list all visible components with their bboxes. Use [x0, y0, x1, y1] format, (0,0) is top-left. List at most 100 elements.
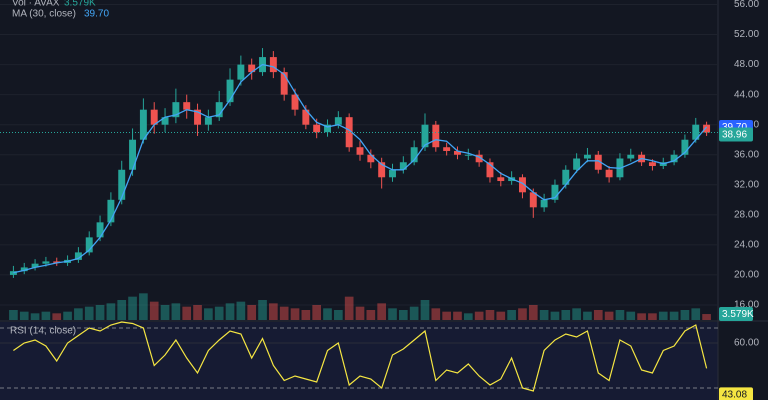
volume-legend-value: 3.579K — [64, 0, 96, 9]
candle-body — [31, 263, 39, 268]
volume-bar — [669, 311, 679, 320]
candle-body — [150, 109, 158, 125]
y-tick-label: 36.00 — [734, 149, 759, 160]
volume-bar — [312, 305, 322, 320]
volume-bar — [680, 310, 690, 320]
volume-bar — [431, 308, 441, 320]
volume-legend: Vol · AVAX — [12, 0, 60, 9]
candle-body — [129, 139, 137, 170]
volume-bar — [149, 301, 159, 320]
candle-body — [573, 158, 581, 170]
candle-body — [389, 169, 396, 178]
volume-bar — [485, 310, 495, 320]
candle-body — [20, 267, 28, 272]
volume-bar — [139, 293, 148, 320]
y-tick-label: 28.00 — [734, 209, 759, 220]
candle-body — [85, 237, 93, 253]
candle-body — [703, 124, 711, 133]
candle-body — [529, 192, 537, 208]
volume-bar — [658, 311, 668, 320]
volume-bar — [604, 311, 614, 320]
last-price-badge: 38.96 — [722, 130, 747, 141]
volume-bar — [106, 303, 116, 320]
volume-bar — [225, 303, 235, 320]
volume-layer — [9, 293, 711, 320]
candle-body — [226, 79, 234, 103]
volume-bar — [453, 311, 462, 320]
candle-body — [670, 154, 678, 163]
volume-bar — [74, 308, 83, 320]
candle-body — [324, 124, 331, 133]
candle-body — [454, 150, 461, 155]
candle-body — [681, 139, 689, 155]
volume-bar — [193, 305, 202, 320]
y-tick-label: 32.00 — [734, 179, 759, 190]
candle-body — [53, 261, 61, 263]
y-tick-label: 48.00 — [734, 59, 759, 70]
volume-bar — [702, 314, 711, 320]
volume-bar — [550, 311, 560, 320]
volume-bar — [290, 308, 300, 320]
axis-layer: 16.0020.0024.0028.0032.0036.0040.0044.00… — [719, 0, 759, 400]
volume-bar — [236, 301, 246, 320]
volume-bar — [19, 311, 29, 320]
candle-body — [215, 102, 223, 118]
volume-badge-bg — [719, 307, 753, 321]
candle-body — [421, 124, 429, 148]
candle-body — [74, 252, 82, 260]
candle-body — [605, 169, 613, 178]
last-price-badge-bg — [719, 127, 753, 142]
candle-body — [161, 117, 169, 125]
y-tick-label: 20.00 — [734, 270, 759, 281]
volume-bar — [637, 313, 646, 320]
volume-bar — [507, 310, 516, 320]
volume-bar — [463, 313, 473, 320]
volume-bar — [323, 308, 332, 320]
volume-bar — [171, 303, 181, 320]
volume-bar — [9, 310, 18, 320]
volume-bar — [366, 310, 376, 320]
candle-body — [194, 109, 202, 125]
rsi-legend: RSI (14, close) — [10, 326, 76, 337]
volume-bar — [474, 311, 484, 320]
volume-bar — [583, 311, 592, 320]
candle-body — [237, 64, 245, 80]
y-tick-label: 44.00 — [734, 89, 759, 100]
y-tick-label: 56.00 — [734, 0, 759, 10]
volume-bar — [388, 308, 397, 320]
volume-bar — [334, 310, 343, 320]
candle-body — [562, 169, 570, 185]
volume-bar — [398, 310, 408, 320]
volume-bar — [691, 308, 701, 320]
volume-bar — [247, 305, 257, 320]
candle-body — [345, 117, 353, 148]
candle-body — [356, 147, 364, 155]
volume-bar — [301, 310, 311, 320]
candle-body — [334, 117, 342, 125]
candle-body — [583, 154, 591, 159]
candle-body — [399, 162, 407, 170]
volume-bar — [279, 306, 289, 320]
volume-bar — [160, 305, 170, 320]
volume-bar — [572, 308, 581, 320]
candle-body — [443, 147, 451, 151]
volume-bar — [117, 300, 127, 320]
rsi-tick-label: 60.00 — [734, 338, 759, 349]
candle-body — [183, 102, 191, 110]
volume-bar — [41, 311, 51, 320]
volume-badge: 3.579K — [722, 309, 754, 320]
candle-body — [42, 261, 50, 264]
candle-body — [648, 162, 656, 167]
candle-body — [313, 124, 321, 133]
candle-body — [540, 199, 548, 208]
rsi-badge-bg — [719, 387, 753, 400]
volume-bar — [539, 310, 549, 320]
volume-bar — [593, 310, 603, 320]
volume-bar — [52, 313, 62, 320]
candle-body — [551, 184, 559, 200]
candle-body — [248, 64, 256, 73]
y-tick-label: 52.00 — [734, 29, 759, 40]
candle-body — [139, 109, 147, 140]
volume-bar — [409, 306, 419, 320]
